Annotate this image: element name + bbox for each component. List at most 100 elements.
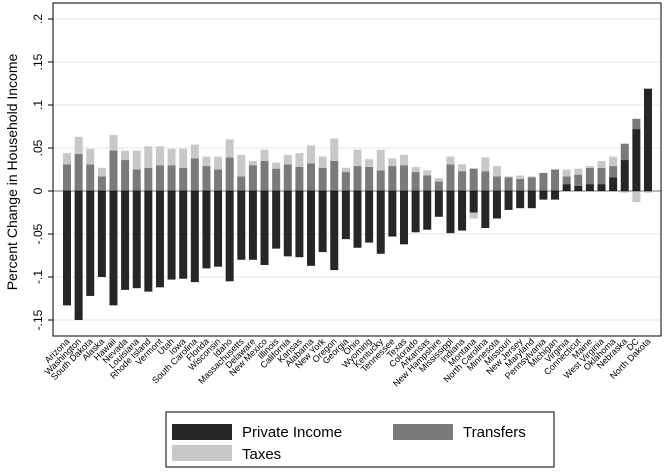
bar-private-income: [179, 191, 188, 279]
bar-private-income: [121, 191, 130, 290]
bar-transfers: [341, 172, 350, 191]
bar-private-income: [167, 191, 176, 280]
bar-private-income: [585, 184, 594, 191]
bar-transfers: [458, 171, 467, 191]
bar-taxes: [237, 154, 246, 177]
bar-taxes: [155, 146, 164, 166]
legend-label-transfers: Transfers: [463, 424, 526, 441]
bar-taxes: [481, 157, 490, 172]
bar-taxes: [562, 169, 571, 177]
bar-taxes: [179, 148, 188, 168]
bar-transfers: [167, 165, 176, 191]
bar-transfers: [202, 166, 211, 191]
bar-transfers: [155, 165, 164, 191]
bar-private-income: [446, 191, 455, 234]
bar-taxes: [63, 153, 71, 165]
bar-private-income: [330, 191, 339, 271]
bar-transfers: [551, 169, 560, 191]
bar-taxes: [609, 156, 618, 167]
bar-taxes: [144, 146, 153, 168]
y-tick-label: 0: [31, 187, 45, 194]
bar-private-income: [574, 185, 583, 191]
bar-transfers: [597, 167, 606, 185]
bar-transfers: [260, 160, 269, 191]
bar-private-income: [434, 191, 443, 217]
bar-transfers: [504, 177, 513, 191]
bar-transfers: [237, 176, 246, 191]
bar-taxes: [423, 170, 432, 176]
bar-taxes: [260, 149, 269, 161]
bar-taxes: [388, 158, 397, 167]
bar-private-income: [423, 191, 432, 230]
bar-transfers: [86, 164, 95, 191]
bar-taxes: [353, 149, 362, 167]
bar-private-income: [539, 191, 548, 200]
bar-taxes: [86, 148, 95, 165]
bar-transfers: [469, 168, 478, 191]
bar-transfers: [481, 171, 490, 191]
bar-transfers: [527, 177, 536, 191]
bar-private-income: [527, 191, 536, 209]
bar-taxes: [469, 212, 478, 219]
y-tick-label: .15: [31, 53, 45, 70]
bar-transfers: [248, 165, 257, 191]
bar-transfers: [272, 168, 281, 191]
bar-taxes: [330, 138, 339, 161]
axes: -.15 -.1 -.05 0 .05 .1 .15 .2: [31, 2, 662, 337]
bar-private-income: [225, 191, 234, 282]
bar-private-income: [86, 191, 95, 296]
bar-taxes: [504, 176, 513, 178]
bar-taxes: [295, 153, 304, 167]
bar-transfers: [295, 166, 304, 191]
bar-private-income: [132, 191, 141, 289]
bar-taxes: [585, 166, 594, 168]
bar-taxes: [574, 168, 583, 175]
bar-transfers: [63, 164, 71, 191]
bar-taxes: [202, 156, 211, 167]
legend-swatch-taxes: [172, 445, 232, 461]
bar-private-income: [620, 160, 629, 191]
bar-private-income: [481, 191, 490, 228]
bar-private-income: [504, 191, 513, 210]
y-tick-label: .2: [31, 14, 45, 24]
bar-private-income: [492, 191, 501, 219]
bar-transfers: [609, 166, 618, 178]
legend-swatch-transfers: [393, 424, 453, 440]
bar-private-income: [458, 191, 467, 231]
bar-private-income: [562, 184, 571, 191]
bar-transfers: [190, 158, 199, 191]
bar-taxes: [121, 150, 130, 161]
bar-transfers: [562, 176, 571, 185]
bar-transfers: [585, 167, 594, 185]
bar-taxes: [283, 154, 292, 165]
bar-transfers: [318, 167, 327, 191]
bar-taxes: [632, 191, 641, 203]
bar-transfers: [376, 170, 385, 191]
bar-private-income: [307, 191, 316, 266]
bar-private-income: [551, 191, 560, 200]
y-axis-title: Percent Change in Household Income: [4, 53, 20, 290]
bar-private-income: [109, 191, 118, 306]
bar-transfers: [399, 165, 408, 191]
bar-taxes: [318, 156, 327, 168]
bar-taxes: [167, 148, 176, 166]
bar-taxes: [109, 135, 118, 151]
bar-taxes: [411, 166, 420, 173]
bars: [63, 88, 652, 320]
bar-private-income: [260, 191, 269, 265]
bar-taxes: [492, 166, 501, 177]
bar-taxes: [248, 160, 257, 166]
bar-private-income: [74, 191, 83, 320]
bar-private-income: [376, 191, 385, 254]
bar-taxes: [190, 144, 199, 159]
bar-transfers: [74, 154, 83, 191]
bar-transfers: [330, 160, 339, 191]
bar-private-income: [97, 191, 106, 277]
bar-taxes: [458, 164, 467, 172]
bar-taxes: [516, 175, 525, 179]
bar-taxes: [365, 159, 374, 167]
bar-private-income: [609, 177, 618, 191]
y-tick-label: -.1: [31, 270, 45, 284]
y-tick-label: -.15: [31, 309, 45, 330]
bar-taxes: [434, 178, 443, 182]
